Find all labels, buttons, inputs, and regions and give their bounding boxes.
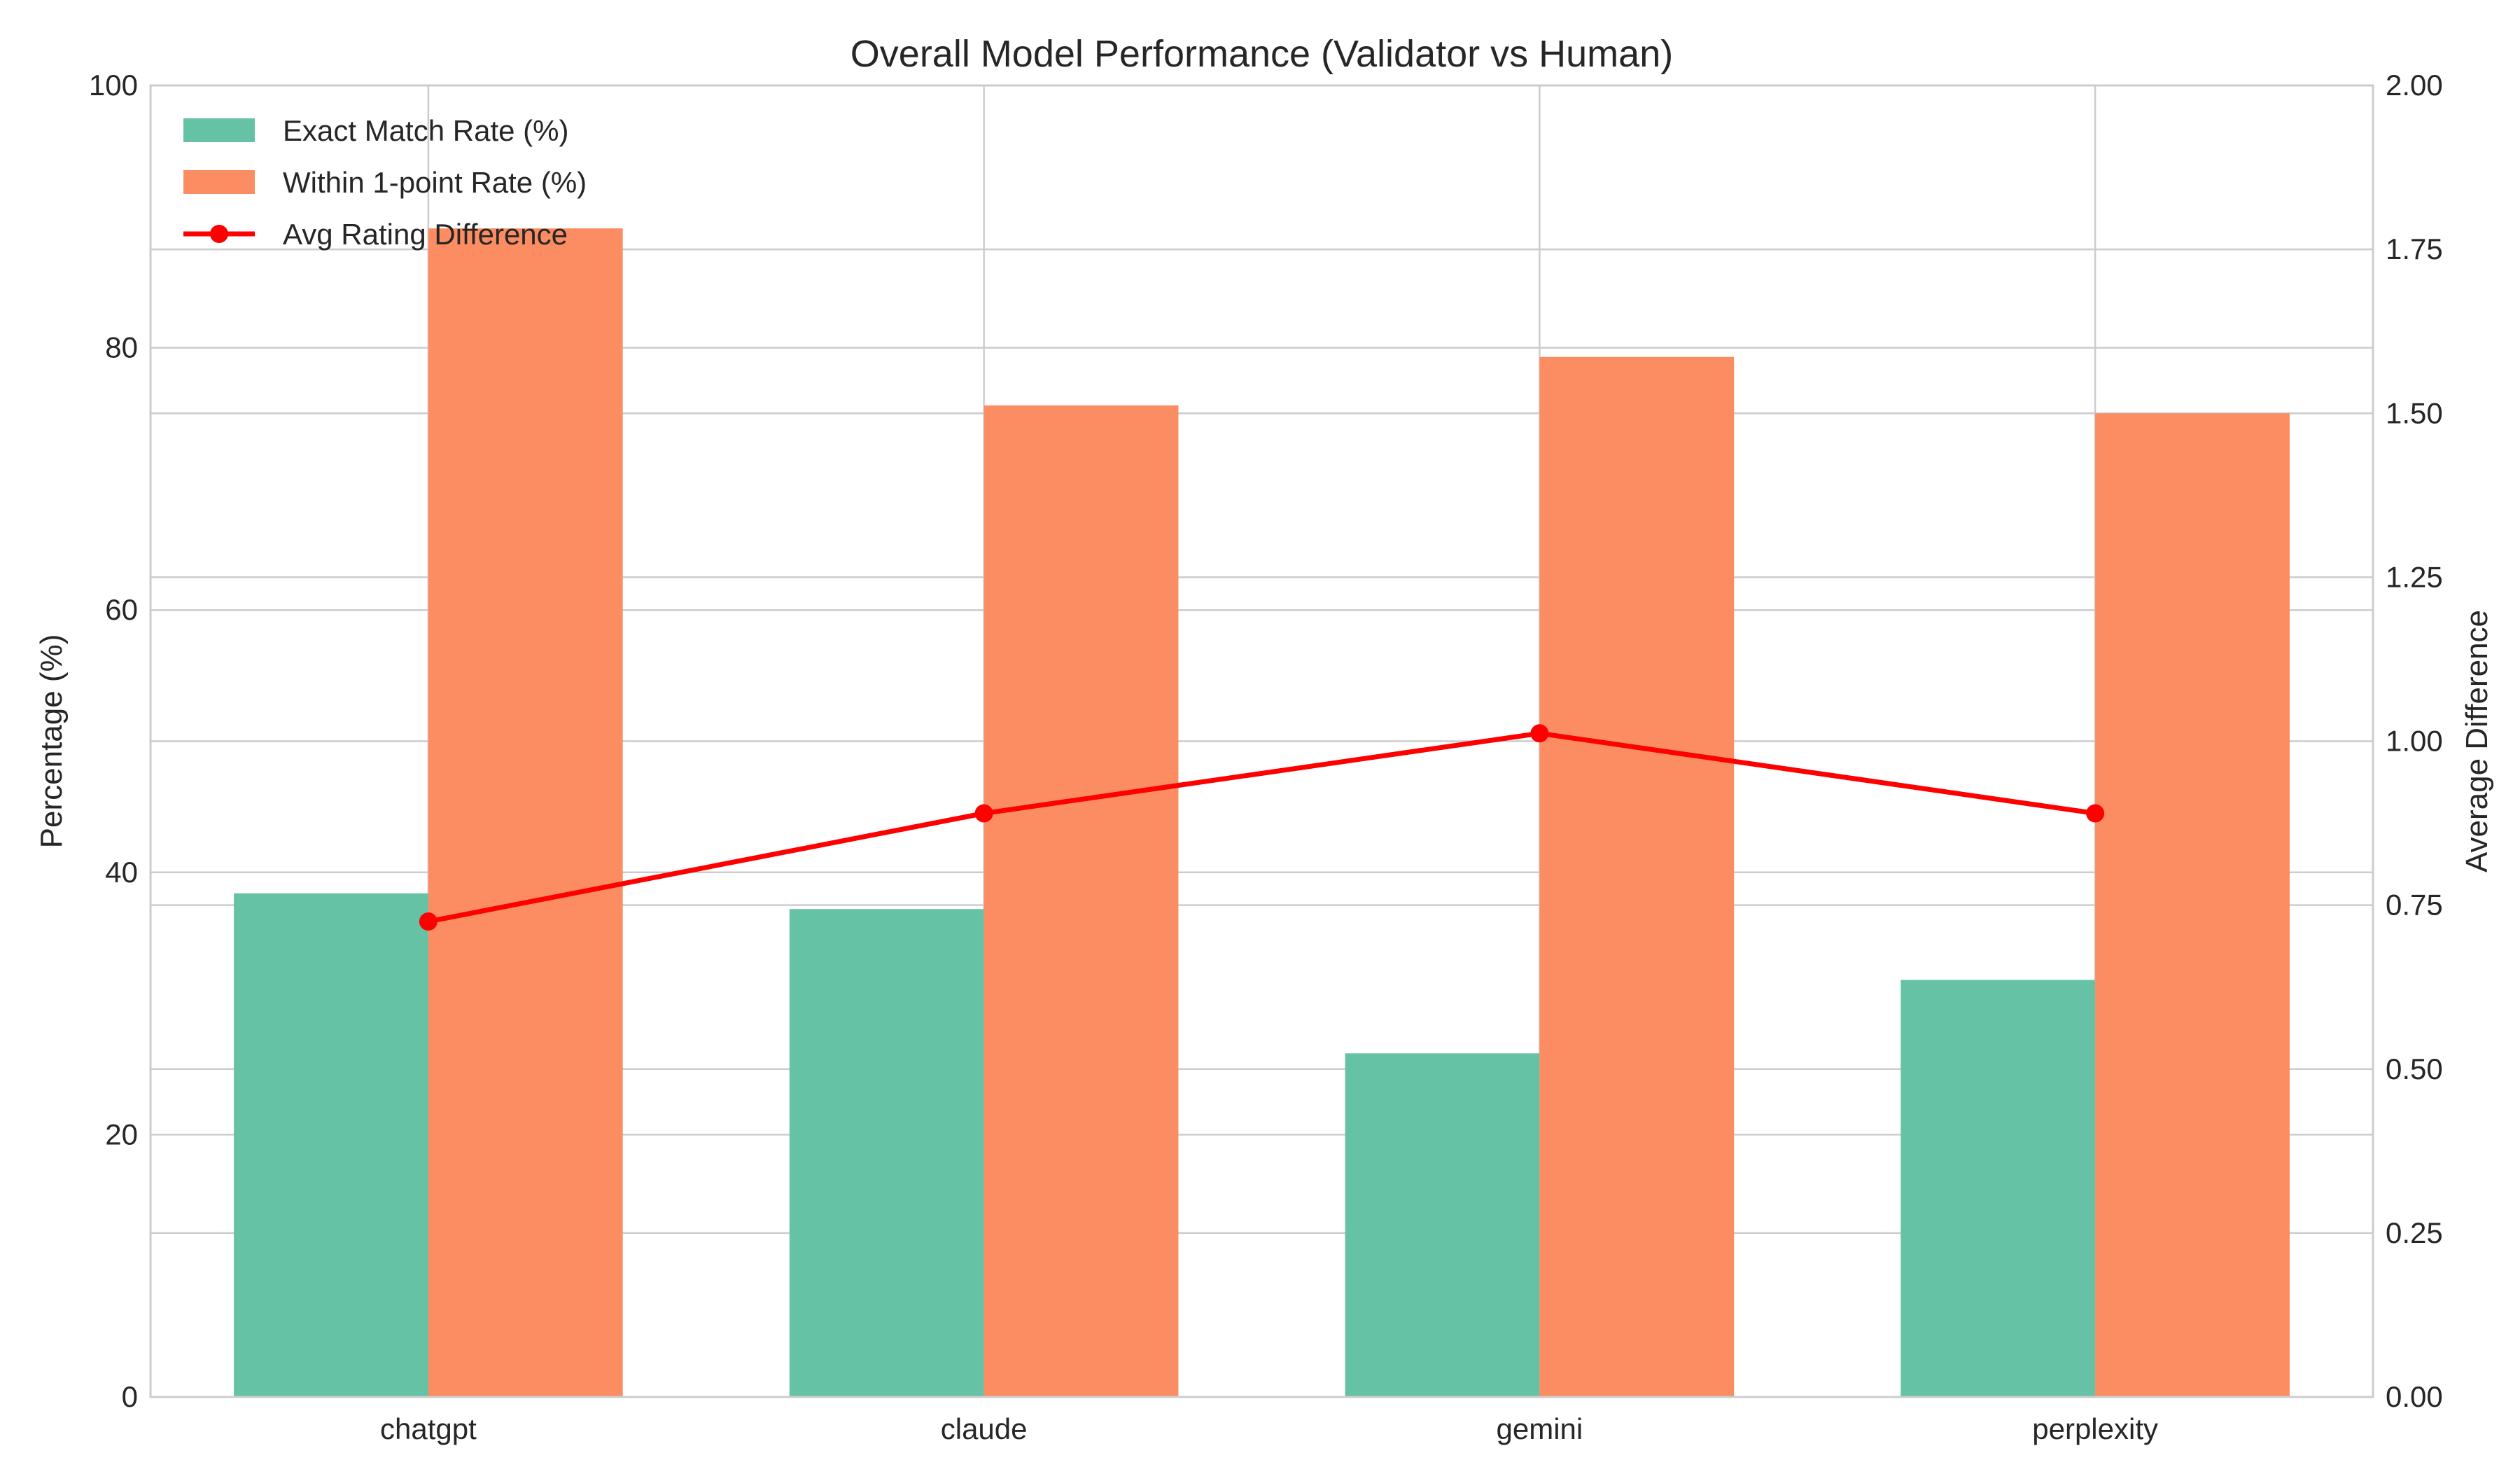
avg-difference-point-perplexity [2086, 804, 2105, 823]
avg-difference-polyline [428, 730, 2096, 924]
bar-exact-match-claude [789, 909, 984, 1397]
legend-label-1: Within 1-point Rate (%) [283, 166, 587, 199]
y-tick-right-label: 0.75 [2386, 889, 2443, 922]
avg-difference-line [419, 724, 2105, 931]
legend-swatch-1 [183, 170, 255, 194]
bar-exact-match-chatgpt [234, 893, 428, 1397]
y-tick-right-label: 2.00 [2386, 69, 2443, 102]
y-tick-left-label: 40 [105, 856, 138, 889]
avg-difference-point-gemini [1530, 724, 1549, 743]
y-tick-right-label: 1.25 [2386, 560, 2443, 593]
x-tick-label-claude: claude [941, 1412, 1028, 1445]
y-tick-right-label: 1.00 [2386, 725, 2443, 758]
bar-exact-match-perplexity [1900, 980, 2096, 1397]
bar-within-1-point-claude [983, 405, 1179, 1398]
legend: Exact Match Rate (%) Within 1-point Rate … [183, 114, 587, 251]
legend-swatch-marker [210, 225, 228, 243]
avg-difference-point-claude [974, 804, 993, 823]
x-tick-label-gemini: gemini [1497, 1412, 1583, 1445]
y-tick-right-label: 1.50 [2386, 396, 2443, 429]
tick-labels: 0 20 40 60 80 100 0.00 0.25 0.50 0.75 1.00 1.25 1.50… [89, 69, 2443, 1445]
y-tick-left-label: 0 [122, 1380, 138, 1413]
x-tick-label-perplexity: perplexity [2032, 1412, 2158, 1445]
y-tick-right-label: 0.25 [2386, 1216, 2443, 1249]
bar-exact-match-gemini [1345, 1053, 1540, 1397]
chart-title: Overall Model Performance (Validator vs … [850, 33, 1673, 75]
y-tick-right-label: 0.00 [2386, 1380, 2443, 1413]
bar-within-1-point-gemini [1539, 356, 1735, 1398]
legend-label-0: Exact Match Rate (%) [283, 114, 568, 147]
y-axis-label-left: Percentage (%) [34, 634, 69, 849]
y-tick-left-label: 20 [105, 1118, 138, 1150]
y-tick-right-label: 1.75 [2386, 232, 2443, 265]
plot-frame [149, 84, 2374, 1398]
y-tick-left-label: 80 [105, 331, 138, 364]
y-axis-label-right: Average Difference [2460, 610, 2494, 872]
bar-within-1-point-chatgpt [428, 228, 623, 1398]
y-tick-left-label: 100 [89, 69, 138, 102]
bar-within-1-point-perplexity [2095, 413, 2290, 1397]
x-tick-label-chatgpt: chatgpt [380, 1412, 477, 1445]
legend-label-2: Avg Rating Difference [283, 218, 568, 251]
avg-difference-point-chatgpt [419, 912, 438, 931]
y-tick-right-label: 0.50 [2386, 1052, 2443, 1085]
legend-swatch-0 [183, 118, 255, 142]
bars [234, 228, 2290, 1398]
y-tick-left-label: 60 [105, 593, 138, 626]
